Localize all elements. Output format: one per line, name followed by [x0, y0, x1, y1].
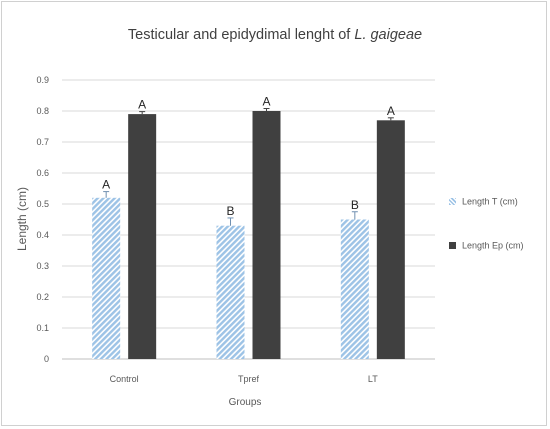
x-axis-ticks: Control Tpref LT — [110, 374, 379, 384]
legend-item-length-t: Length T (cm) — [449, 196, 518, 207]
significance-letter: B — [226, 204, 234, 218]
significance-letter: A — [387, 104, 395, 118]
y-tick-label: 0.3 — [36, 261, 49, 271]
chart-title: Testicular and epidydimal lenght of L. g… — [0, 27, 550, 43]
y-tick-label: 0.1 — [36, 323, 49, 333]
legend-label-length-t: Length T (cm) — [462, 196, 518, 207]
bars: A A B A B A — [92, 95, 405, 359]
x-tick-label: LT — [368, 374, 378, 384]
significance-letter: A — [138, 98, 146, 112]
significance-letter: B — [351, 198, 359, 212]
legend-item-length-ep: Length Ep (cm) — [449, 240, 524, 251]
significance-letter: A — [102, 178, 110, 192]
significance-letter: A — [262, 95, 270, 109]
x-tick-label: Control — [110, 374, 139, 384]
y-tick-label: 0.9 — [36, 75, 49, 85]
y-tick-label: 0.6 — [36, 168, 49, 178]
y-tick-label: 0.4 — [36, 230, 49, 240]
gridlines — [62, 79, 435, 360]
chart-title-species: L. gaigeae — [354, 27, 423, 43]
legend-swatch-length-ep — [449, 242, 456, 250]
bar — [376, 120, 405, 359]
y-axis-ticks: 0 0.1 0.2 0.3 0.4 0.5 0.6 0.7 0.8 0.9 — [36, 75, 49, 364]
bar — [340, 219, 369, 359]
y-tick-label: 0.7 — [36, 137, 49, 147]
y-tick-label: 0.5 — [36, 199, 49, 209]
bar — [216, 225, 245, 359]
legend-swatch-length-t — [449, 198, 456, 206]
legend-label-length-ep: Length Ep (cm) — [462, 240, 524, 251]
y-tick-label: 0.8 — [36, 106, 49, 116]
bar — [128, 114, 157, 359]
y-axis-label: Length (cm) — [15, 187, 29, 251]
x-tick-label: Tpref — [238, 374, 260, 384]
y-tick-label: 0 — [44, 354, 49, 364]
x-axis-label: Groups — [229, 397, 262, 408]
y-tick-label: 0.2 — [36, 292, 49, 302]
bar — [92, 197, 121, 359]
chart-title-text: Testicular and epidydimal lenght of — [127, 27, 351, 43]
bar — [252, 111, 281, 359]
